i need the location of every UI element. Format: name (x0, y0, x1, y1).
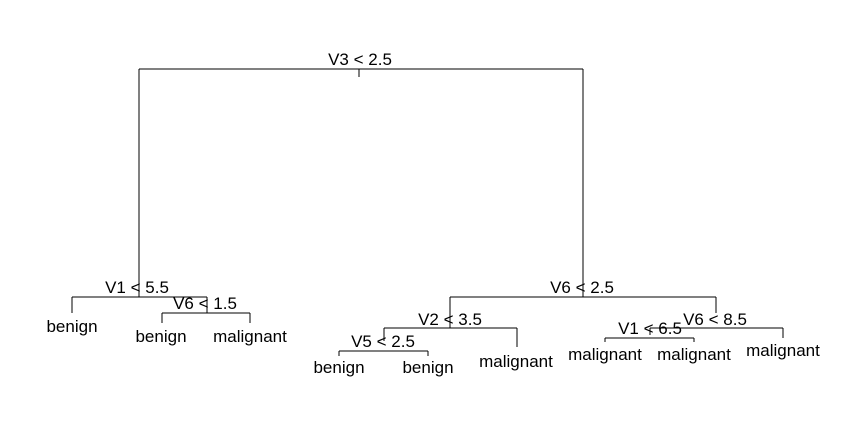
right-split-node: V6 < 2.5 (449, 278, 717, 328)
right-left-split-label: V2 < 3.5 (418, 310, 482, 329)
leaf-label: benign (313, 358, 364, 377)
root-split-node: V3 < 2.5 (138, 50, 584, 297)
right-split-label: V6 < 2.5 (550, 278, 614, 297)
left-split-node: V1 < 5.5 (71, 278, 208, 313)
leaf-label: malignant (479, 352, 553, 371)
right-left-left-split-node: V5 < 2.5 (338, 332, 429, 356)
right-right-left-split-node: V1 < 6.5 (604, 319, 695, 342)
leaf-label: malignant (746, 341, 820, 360)
left-right-split-node: V6 < 1.5 (161, 294, 251, 323)
right-left-split-node: V2 < 3.5 (383, 310, 518, 347)
leaf-label: benign (402, 358, 453, 377)
left-right-split-label: V6 < 1.5 (173, 294, 237, 313)
leaf-label: benign (46, 317, 97, 336)
leaf-label: malignant (568, 345, 642, 364)
leaf-label: benign (135, 327, 186, 346)
right-right-split-node: V6 < 8.5 (649, 310, 784, 338)
right-left-left-split-label: V5 < 2.5 (351, 332, 415, 351)
left-split-label: V1 < 5.5 (105, 278, 169, 297)
right-right-split-label: V6 < 8.5 (683, 310, 747, 329)
root-split-label: V3 < 2.5 (328, 50, 392, 69)
right-right-left-split-label: V1 < 6.5 (618, 319, 682, 338)
leaf-label: malignant (213, 327, 287, 346)
leaf-label: malignant (657, 345, 731, 364)
